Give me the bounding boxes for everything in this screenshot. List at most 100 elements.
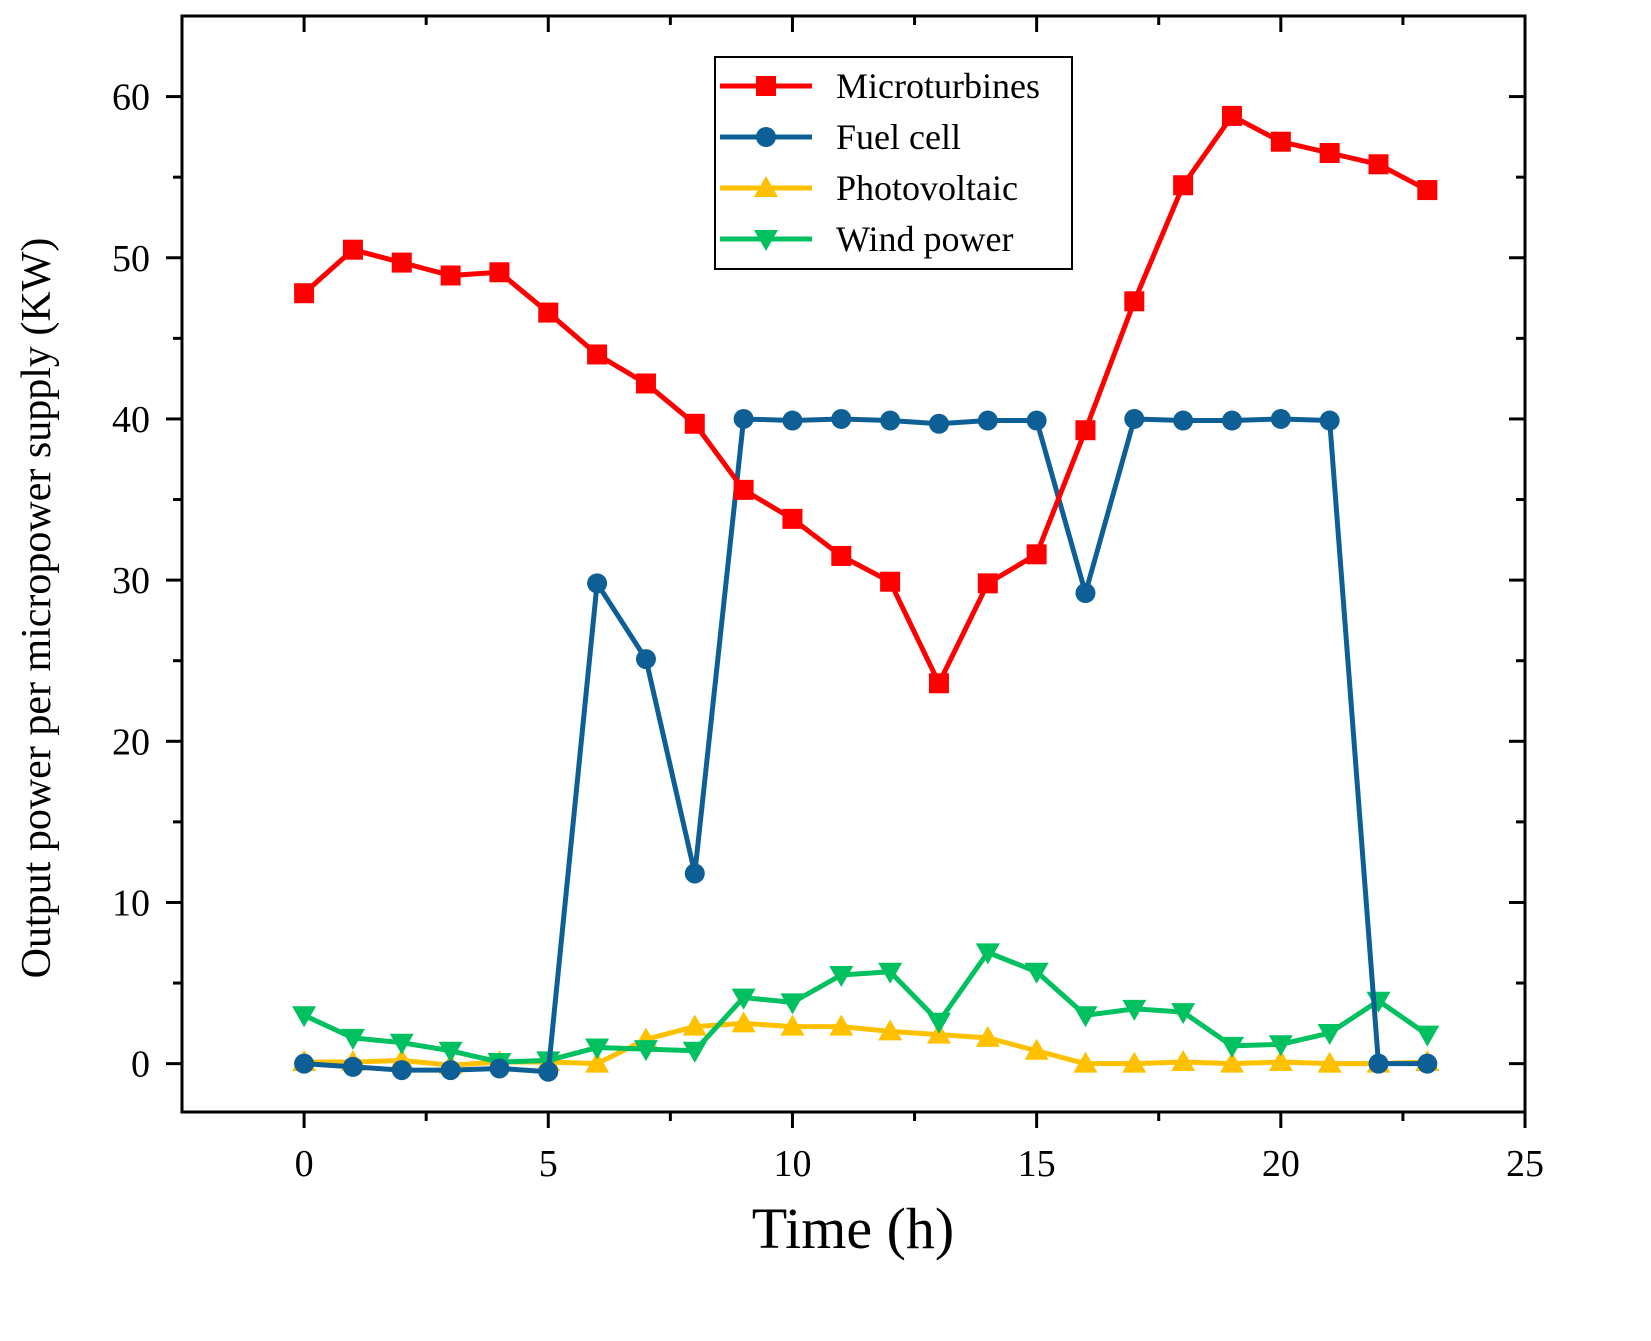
microturbines-point — [1417, 180, 1438, 201]
microturbines-point — [342, 239, 363, 260]
microturbines-point — [1368, 154, 1389, 175]
wind-power-point — [780, 993, 805, 1015]
microturbines-point — [294, 283, 315, 304]
fuel-cell-point — [587, 573, 608, 594]
microturbines-point — [733, 479, 754, 500]
wind-power-line — [303, 949, 1429, 1065]
legend-label: Microturbines — [836, 66, 1040, 106]
series-wind-power — [292, 943, 1440, 1075]
microturbines-point — [831, 545, 852, 566]
microturbines-point — [1270, 131, 1291, 152]
legend-item-microturbines: Microturbines — [720, 66, 1040, 106]
fuel-cell-point — [733, 408, 754, 429]
x-tick-label: 5 — [539, 1143, 558, 1185]
photovoltaic-point — [878, 1019, 903, 1041]
wind-power-point — [292, 1006, 317, 1028]
fuel-cell-point — [391, 1060, 412, 1081]
wind-power-point — [340, 1028, 365, 1050]
fuel-cell-point — [440, 1060, 461, 1081]
wind-power-point — [585, 1038, 610, 1060]
microturbines-point — [1173, 175, 1194, 196]
photovoltaic-point — [731, 1011, 756, 1033]
y-tick-label: 10 — [112, 882, 150, 924]
x-tick-label: 20 — [1262, 1143, 1300, 1185]
photovoltaic-point — [682, 1014, 707, 1036]
microturbines-point — [880, 571, 901, 592]
microturbines-point — [1075, 420, 1096, 441]
fuel-cell-point — [342, 1056, 363, 1077]
wind-power-point — [1024, 962, 1049, 984]
fuel-cell-point — [1368, 1053, 1389, 1074]
x-tick-label: 0 — [295, 1143, 314, 1185]
wind-power-point — [926, 1012, 951, 1034]
microturbines-point — [928, 673, 949, 694]
microturbines-point — [684, 413, 705, 434]
fuel-cell-point — [1319, 410, 1340, 431]
wind-power-point — [682, 1041, 707, 1063]
fuel-cell-point — [977, 410, 998, 431]
series-layer — [292, 105, 1440, 1082]
legend-item-fuel-cell: Fuel cell — [720, 117, 961, 157]
microturbines-point — [440, 265, 461, 286]
y-tick-label: 30 — [112, 560, 150, 602]
photovoltaic-point — [1171, 1050, 1196, 1072]
fuel-cell-point — [928, 413, 949, 434]
plot-frame — [180, 14, 1527, 1114]
wind-power-point — [1171, 1003, 1196, 1025]
wind-power-point — [633, 1040, 658, 1062]
wind-power-point — [1415, 1025, 1440, 1047]
series-microturbines — [294, 105, 1438, 694]
wind-power-point — [438, 1041, 463, 1063]
fuel-cell-point — [880, 410, 901, 431]
wind-power-point — [975, 943, 1000, 965]
microturbines-point — [635, 373, 656, 394]
tick-labels-layer: 0 5 10 15 20 25 0 10 20 30 40 50 60 — [112, 77, 1544, 1185]
photovoltaic-point — [1317, 1051, 1342, 1073]
wind-power-point — [829, 966, 854, 987]
legend-swatch-marker — [756, 127, 776, 147]
microturbines-point — [1221, 105, 1242, 126]
y-axis-title: Output power per micropower supply (KW) — [14, 238, 60, 979]
series-fuel-cell — [294, 408, 1438, 1082]
legend-item-photovoltaic: Photovoltaic — [720, 168, 1018, 208]
microturbines-point — [538, 302, 559, 323]
y-tick-label: 20 — [112, 721, 150, 763]
x-tick-label: 25 — [1506, 1143, 1544, 1185]
wind-power-point — [389, 1033, 414, 1055]
legend-swatch-marker — [756, 76, 776, 96]
wind-power-point — [878, 962, 903, 984]
legend-swatch-marker — [754, 176, 778, 197]
fuel-cell-point — [1221, 410, 1242, 431]
fuel-cell-point — [1026, 410, 1047, 431]
x-tick-label: 10 — [773, 1143, 811, 1185]
y-tick-label: 50 — [112, 238, 150, 280]
wind-power-point — [1073, 1006, 1098, 1028]
fuel-cell-point — [1173, 410, 1194, 431]
fuel-cell-point — [684, 863, 705, 884]
wind-power-point — [1268, 1035, 1293, 1057]
legend-swatch-marker — [754, 230, 778, 251]
fuel-cell-point — [831, 408, 852, 429]
photovoltaic-point — [585, 1051, 610, 1073]
fuel-cell-point — [782, 410, 803, 431]
x-tick-label: 15 — [1018, 1143, 1056, 1185]
wind-power-point — [731, 988, 756, 1010]
y-tick-label: 60 — [112, 77, 150, 119]
fuel-cell-point — [538, 1061, 559, 1082]
photovoltaic-point — [975, 1025, 1000, 1047]
photovoltaic-point — [1073, 1051, 1098, 1073]
legend: Microturbines Fuel cell Photovoltaic Wind p… — [714, 56, 1073, 270]
wind-power-point — [1122, 999, 1147, 1021]
fuel-cell-point — [1075, 583, 1096, 604]
wind-power-point — [1219, 1036, 1244, 1058]
fuel-cell-point — [635, 649, 656, 670]
fuel-cell-point — [1270, 408, 1291, 429]
photovoltaic-point — [1268, 1050, 1293, 1072]
wind-power-point — [1317, 1024, 1342, 1046]
microturbines-point — [977, 573, 998, 594]
fuel-cell-point — [294, 1053, 315, 1074]
microturbines-point — [782, 508, 803, 529]
x-axis-title: Time (h) — [752, 1196, 955, 1261]
legend-label: Photovoltaic — [836, 168, 1018, 208]
